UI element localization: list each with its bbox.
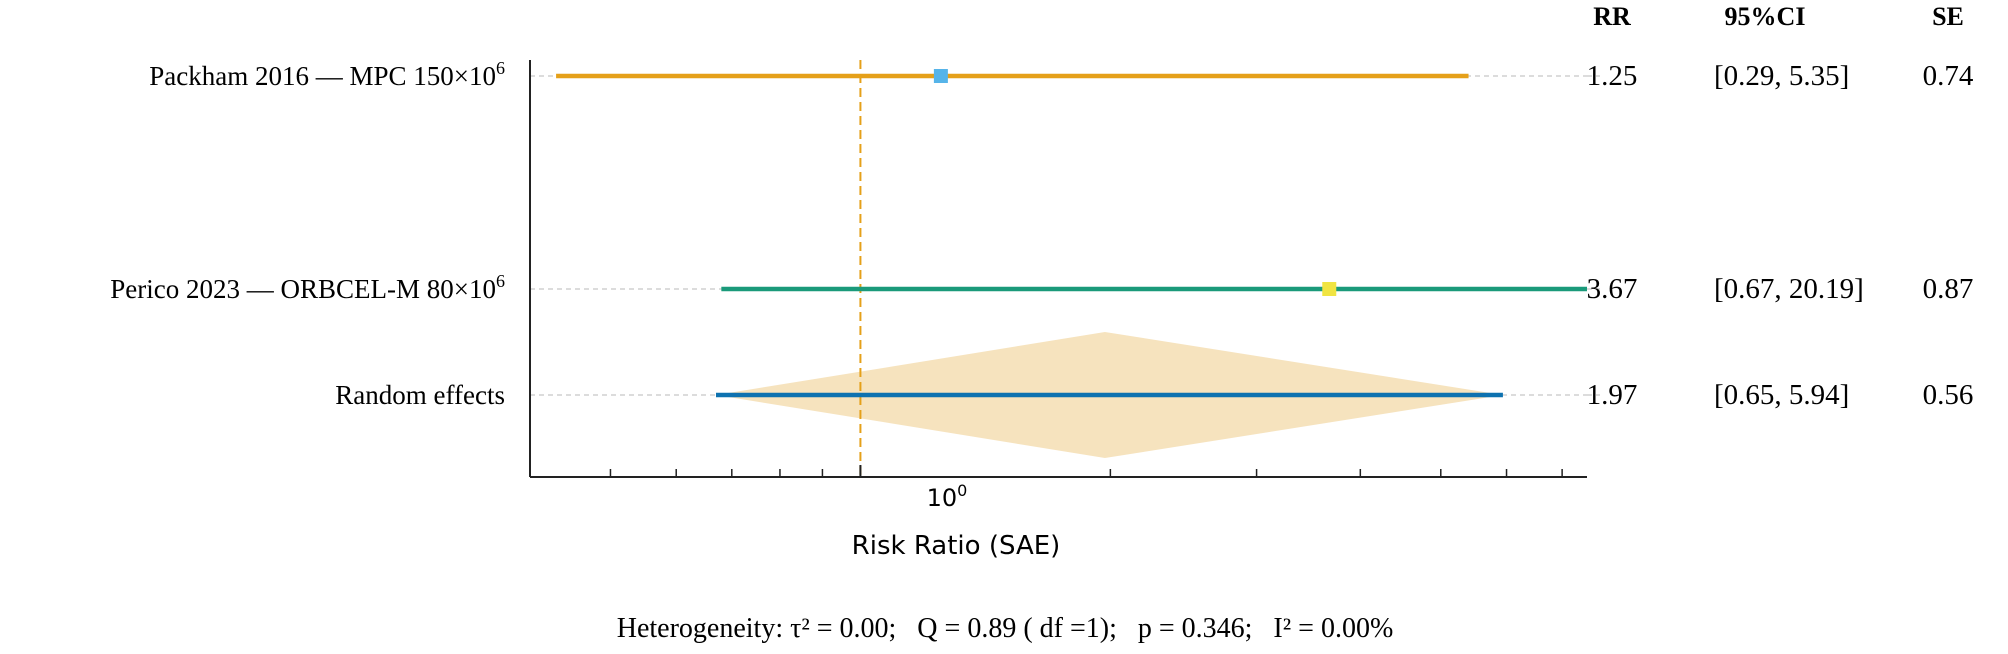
pooled-ci-value: [0.65, 5.94] — [1714, 379, 1849, 411]
study-2-rr-value: 3.67 — [1587, 273, 1638, 305]
x-axis-label: Risk Ratio (SAE) — [852, 531, 1061, 561]
pooled-label: Random effects — [335, 380, 505, 410]
study-2-se-value: 0.87 — [1923, 273, 1974, 305]
pooled-se-value: 0.56 — [1923, 379, 1974, 411]
study-2-point-marker — [1322, 282, 1337, 296]
x-tick-label-major: 100 — [927, 481, 968, 512]
column-header-rr: RR — [1593, 2, 1631, 31]
plot-area: Packham 2016 — MPC 150×106 1.25 [0.29, 5.3… — [110, 58, 1974, 477]
column-header-ci: 95%CI — [1725, 2, 1806, 31]
study-1-rr-value: 1.25 — [1587, 60, 1638, 92]
heterogeneity-text: Heterogeneity: τ² = 0.00; Q = 0.89 ( df … — [617, 613, 1394, 644]
column-header-se: SE — [1932, 2, 1964, 31]
study-1-point-marker — [933, 69, 948, 83]
study-1-label: Packham 2016 — MPC 150×106 — [149, 58, 505, 91]
study-1-se-value: 0.74 — [1923, 60, 1974, 92]
study-1-ci-value: [0.29, 5.35] — [1714, 60, 1849, 92]
pooled-rr-value: 1.97 — [1587, 379, 1638, 411]
study-2-ci-value: [0.67, 20.19] — [1714, 273, 1864, 305]
study-2-label: Perico 2023 — ORBCEL-M 80×106 — [110, 271, 505, 304]
